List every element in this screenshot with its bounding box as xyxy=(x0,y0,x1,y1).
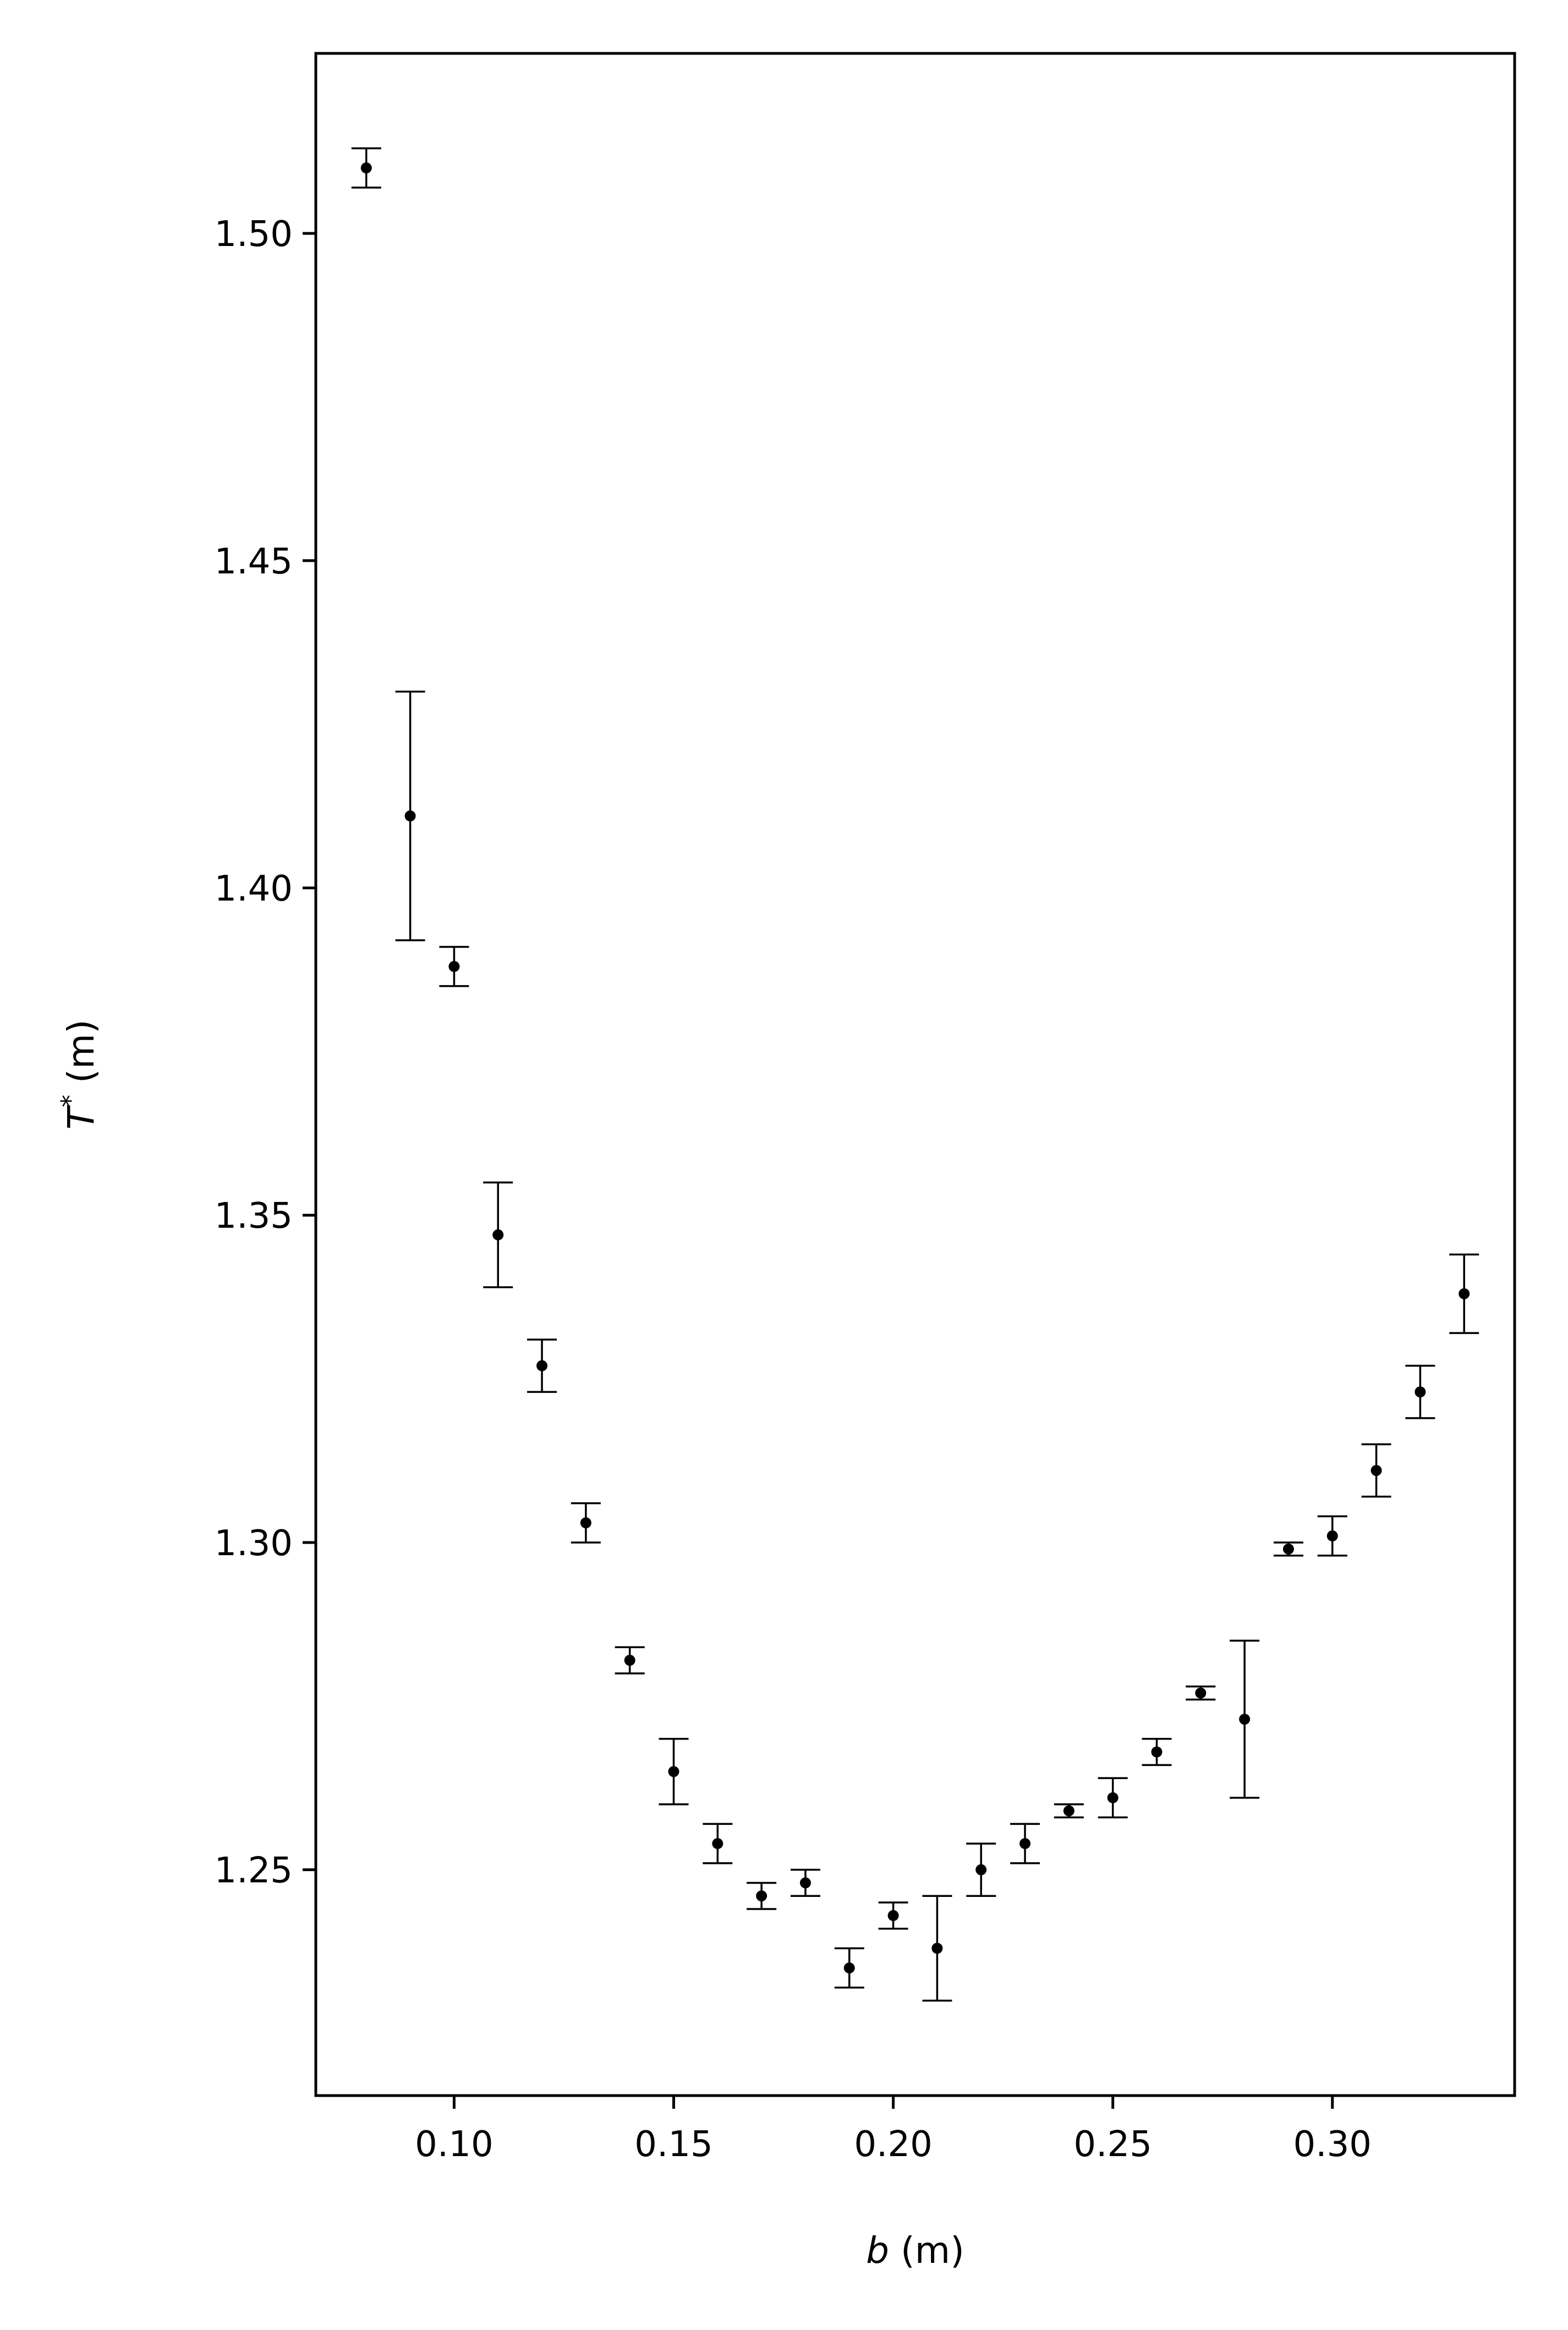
point-marker xyxy=(668,1766,679,1777)
y-axis-label: T* (m) xyxy=(56,1019,102,1129)
data-point xyxy=(1230,1639,1260,1799)
point-marker xyxy=(843,1962,855,1974)
y-axis-superscript: * xyxy=(56,1095,85,1107)
data-point xyxy=(1054,1803,1084,1819)
y-tick-label: 1.30 xyxy=(215,1523,293,1564)
data-point xyxy=(439,945,469,987)
y-tick-label: 1.25 xyxy=(215,1851,293,1891)
point-marker xyxy=(756,1890,767,1902)
x-tick-label: 0.20 xyxy=(854,2124,933,2165)
point-marker xyxy=(1107,1792,1119,1803)
data-point xyxy=(878,1901,908,1930)
data-point xyxy=(1449,1253,1479,1334)
data-point xyxy=(1317,1515,1347,1557)
data-point xyxy=(659,1738,689,1806)
point-marker xyxy=(712,1838,723,1850)
x-tick-label: 0.10 xyxy=(415,2124,494,2165)
data-point xyxy=(1186,1685,1216,1701)
data-point xyxy=(1098,1777,1128,1819)
plot-frame xyxy=(314,52,1516,2097)
x-axis-ticks: 0.10 0.15 0.20 0.25 0.30 xyxy=(415,2096,1372,2165)
data-point xyxy=(1142,1738,1172,1766)
data-point xyxy=(571,1502,601,1544)
data-point xyxy=(1010,1823,1040,1864)
x-axis-unit: (m) xyxy=(889,2229,964,2272)
point-marker xyxy=(536,1360,548,1371)
x-tick-label: 0.25 xyxy=(1073,2124,1152,2165)
data-points xyxy=(351,147,1479,2002)
point-marker xyxy=(1151,1746,1163,1758)
point-marker xyxy=(624,1655,635,1666)
point-marker xyxy=(1370,1465,1382,1476)
point-marker xyxy=(448,961,460,972)
plot-border xyxy=(314,52,1516,2097)
point-marker xyxy=(360,162,372,174)
y-tick-label: 1.50 xyxy=(215,214,293,255)
x-tick-label: 0.30 xyxy=(1293,2124,1372,2165)
point-marker xyxy=(975,1864,987,1875)
point-marker xyxy=(1195,1687,1207,1699)
point-marker xyxy=(1459,1288,1470,1299)
data-point xyxy=(1405,1365,1435,1419)
point-marker xyxy=(1019,1838,1031,1850)
x-tick-label: 0.15 xyxy=(634,2124,713,2165)
point-marker xyxy=(931,1943,943,1954)
point-marker xyxy=(1415,1386,1426,1398)
y-tick-label: 1.45 xyxy=(215,542,293,582)
data-point xyxy=(1361,1443,1391,1498)
data-point xyxy=(615,1646,645,1675)
data-point xyxy=(922,1895,952,2002)
data-point xyxy=(834,1947,864,1989)
data-point xyxy=(527,1338,557,1393)
point-marker xyxy=(799,1877,811,1889)
data-point xyxy=(395,690,425,942)
point-marker xyxy=(1239,1714,1251,1725)
data-point xyxy=(966,1842,996,1897)
point-marker xyxy=(492,1229,504,1240)
y-axis-unit: (m) xyxy=(60,1019,102,1095)
y-axis-symbol: T xyxy=(60,1105,102,1130)
point-marker xyxy=(1282,1543,1294,1555)
y-tick-label: 1.40 xyxy=(215,869,293,910)
x-axis-symbol: b xyxy=(866,2229,889,2272)
point-marker xyxy=(580,1517,591,1529)
data-point xyxy=(483,1182,513,1288)
y-axis-ticks: 1.25 1.30 1.35 1.40 1.45 1.50 xyxy=(215,214,316,1891)
data-point xyxy=(703,1823,733,1864)
point-marker xyxy=(887,1910,899,1921)
point-marker xyxy=(404,810,416,822)
point-marker xyxy=(1326,1530,1338,1542)
data-point xyxy=(1273,1541,1303,1557)
data-point xyxy=(790,1868,820,1897)
y-tick-label: 1.35 xyxy=(215,1196,293,1237)
point-marker xyxy=(1063,1805,1074,1817)
x-axis-label: b (m) xyxy=(866,2229,964,2272)
data-point xyxy=(747,1881,777,1910)
data-point xyxy=(351,147,381,189)
